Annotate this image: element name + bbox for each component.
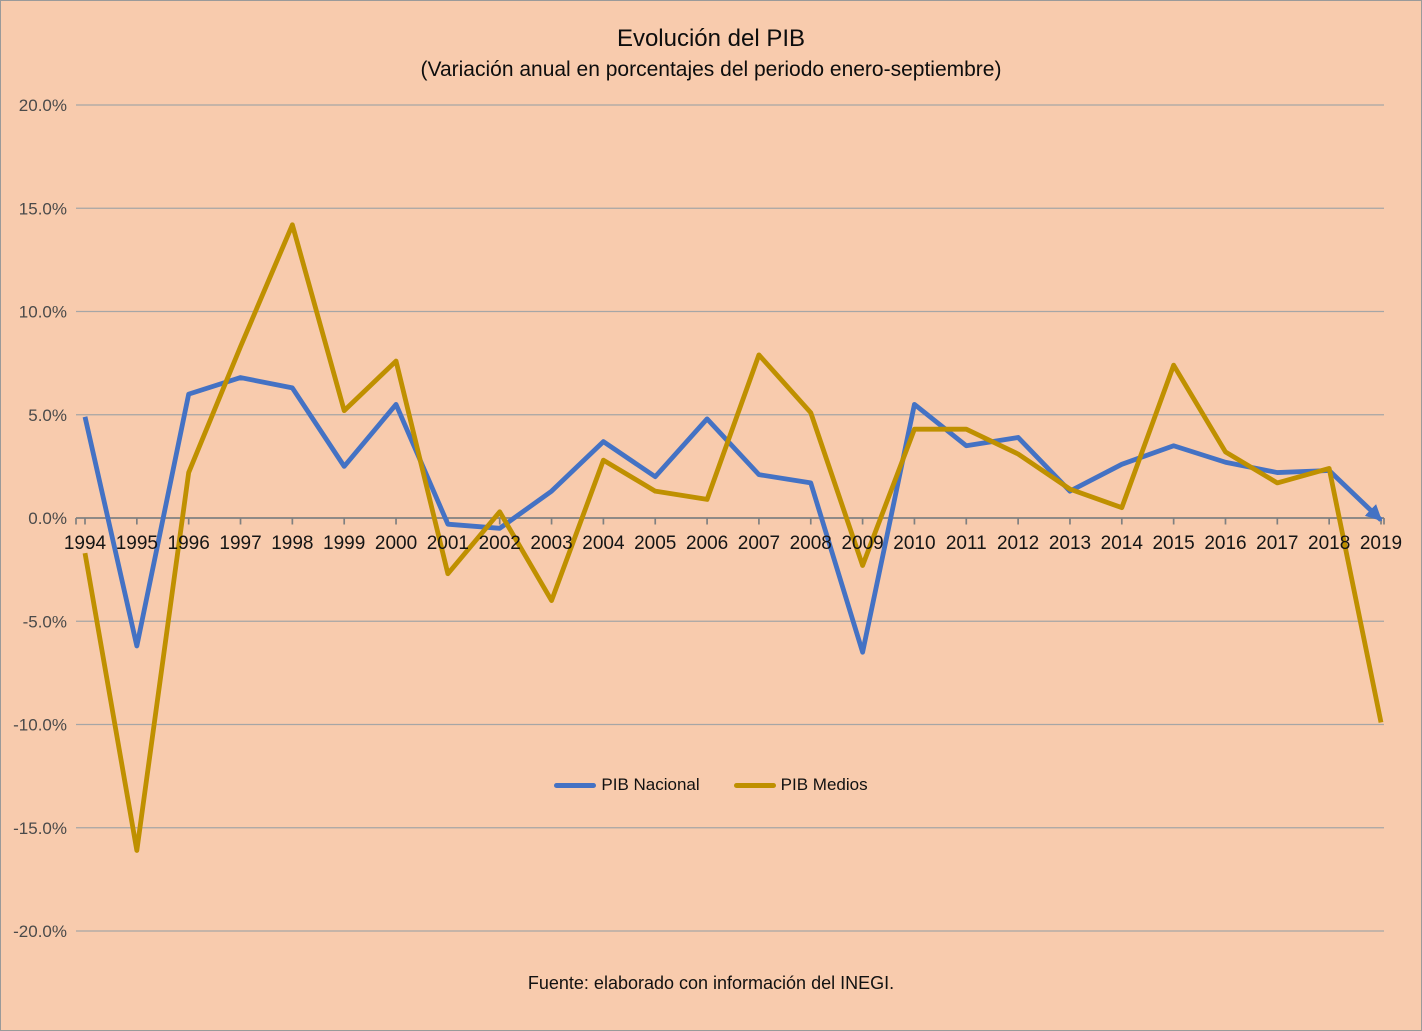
legend-line-swatch-blue xyxy=(554,782,597,788)
legend-item-pib-nacional: PIB Nacional xyxy=(554,775,700,795)
y-tick-label: -15.0% xyxy=(13,819,67,838)
x-tick-label: 2005 xyxy=(634,533,676,554)
y-tick-label: -5.0% xyxy=(23,612,67,631)
x-tick-label: 2002 xyxy=(479,533,521,554)
x-tick-label: 2018 xyxy=(1308,533,1350,554)
chart-subtitle: (Variación anual en porcentajes del peri… xyxy=(420,58,1002,81)
legend-label-pib-nacional: PIB Nacional xyxy=(601,775,700,794)
y-tick-label: 10.0% xyxy=(19,303,67,322)
x-tick-label: 2003 xyxy=(530,533,572,554)
y-tick-label: -20.0% xyxy=(13,922,67,941)
y-tick-label: -10.0% xyxy=(13,716,67,735)
legend-label-pib-medios: PIB Medios xyxy=(780,775,868,794)
y-tick-label: 15.0% xyxy=(19,199,67,218)
x-tick-label: 2015 xyxy=(1152,533,1194,554)
legend-item-pib-medios: PIB Medios xyxy=(733,775,868,795)
chart-title: Evolución del PIB xyxy=(616,25,806,52)
x-tick-label: 1999 xyxy=(323,533,365,554)
x-tick-label: 1997 xyxy=(219,533,261,554)
x-tick-label: 2007 xyxy=(738,533,780,554)
y-tick-label: 0.0% xyxy=(28,509,67,528)
x-tick-label: 1996 xyxy=(168,533,210,554)
series-line-pib-medios xyxy=(82,222,1384,853)
legend-line-swatch-gold xyxy=(733,782,776,788)
x-tick-label: 2009 xyxy=(841,533,883,554)
x-tick-label: 2000 xyxy=(375,533,417,554)
x-tick-label: 1994 xyxy=(64,533,107,554)
legend: PIB Nacional PIB Medios xyxy=(1,775,1421,795)
y-tick-label: 5.0% xyxy=(28,406,67,425)
x-tick-label: 2017 xyxy=(1256,533,1298,554)
x-tick-label: 2011 xyxy=(946,533,987,554)
x-tick-label: 2013 xyxy=(1049,533,1091,554)
x-tick-label: 2006 xyxy=(686,533,728,554)
x-tick-label: 1998 xyxy=(271,533,313,554)
y-tick-label: 20.0% xyxy=(19,96,67,115)
x-tick-label: 1995 xyxy=(116,533,158,554)
x-tick-label: 2012 xyxy=(997,533,1039,554)
x-tick-label: 2001 xyxy=(427,533,469,554)
source-note: Fuente: elaborado con información del IN… xyxy=(527,973,895,993)
x-tick-label: 2019 xyxy=(1360,533,1402,554)
x-tick-label: 2010 xyxy=(893,533,935,554)
series-line-pib-nacional xyxy=(82,375,1383,655)
x-tick-label: 2008 xyxy=(790,533,832,554)
x-tick-label: 2004 xyxy=(582,533,625,554)
x-tick-label: 2016 xyxy=(1204,533,1246,554)
x-tick-label: 2014 xyxy=(1101,533,1144,554)
